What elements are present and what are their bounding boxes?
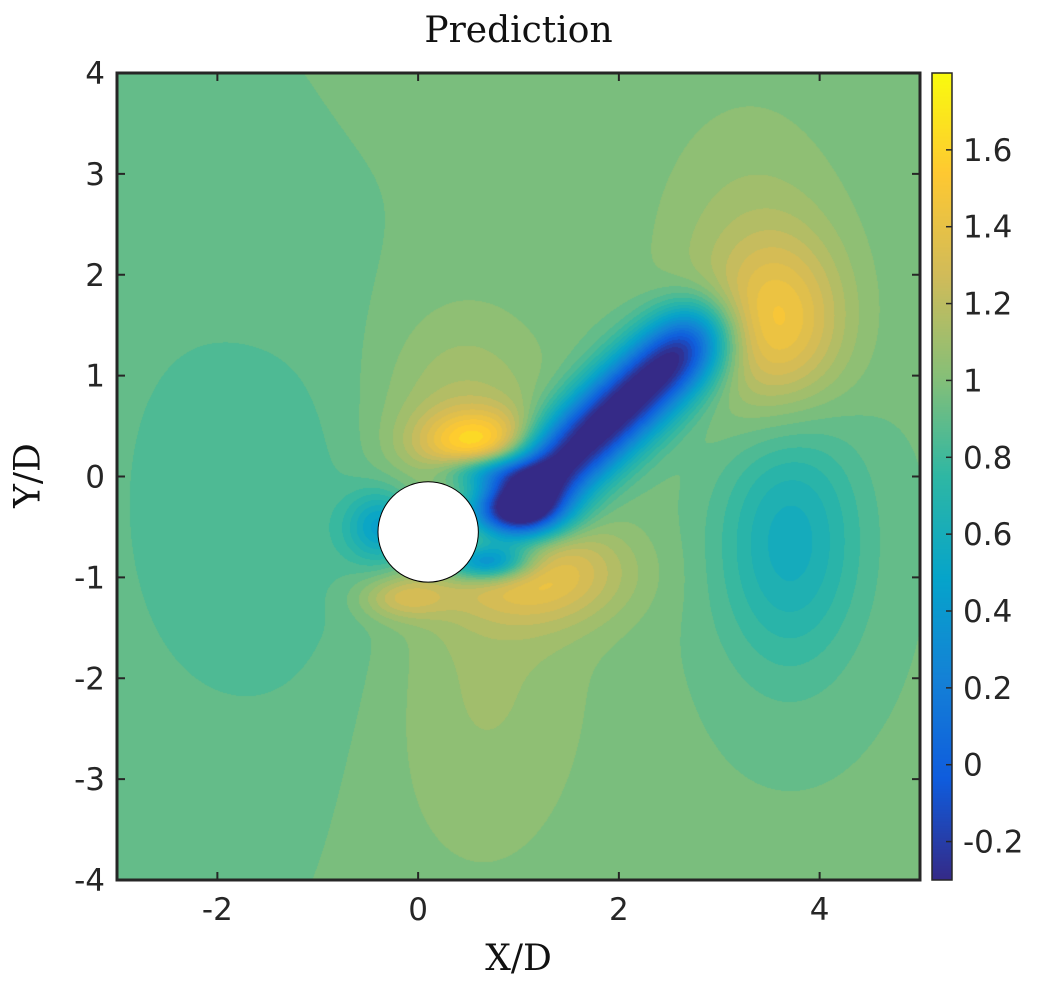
colorbar-tick-label: 0.8 xyxy=(963,440,1012,476)
colorbar xyxy=(932,73,952,880)
cylinder-obstacle xyxy=(377,481,479,583)
y-tick-label: 3 xyxy=(85,157,105,193)
colorbar-tick-label: 0 xyxy=(963,748,983,784)
y-tick-label: 4 xyxy=(85,56,105,92)
colorbar-tick-label: 1.2 xyxy=(963,287,1012,323)
colorbar-frame xyxy=(931,72,953,881)
x-tick-label: 2 xyxy=(609,892,629,928)
colorbar-tick-label: 1.4 xyxy=(963,210,1012,246)
y-tick-label: -3 xyxy=(74,762,105,798)
x-tick-label: 4 xyxy=(810,892,830,928)
y-tick-label: 1 xyxy=(85,359,105,395)
y-tick-label: 2 xyxy=(85,258,105,294)
colorbar-tick-label: 0.4 xyxy=(963,594,1012,630)
colorbar-tick-label: 0.2 xyxy=(963,671,1012,707)
colorbar-tick-label: 0.6 xyxy=(963,517,1012,553)
contour-field xyxy=(117,73,920,880)
y-tick-label: -4 xyxy=(74,863,105,899)
plot-frame xyxy=(115,71,922,882)
y-tick-label: 0 xyxy=(85,460,105,496)
chart-title: Prediction xyxy=(424,10,613,51)
x-tick-label: 0 xyxy=(408,892,428,928)
x-tick-label: -2 xyxy=(202,892,233,928)
y-tick-label: -1 xyxy=(74,560,105,596)
y-tick-label: -2 xyxy=(74,661,105,697)
colorbar-tick-label: 1 xyxy=(963,363,983,399)
colorbar-tick-label: -0.2 xyxy=(963,825,1024,861)
colorbar-tick-label: 1.6 xyxy=(963,133,1012,169)
x-axis-label: X/D xyxy=(485,938,552,979)
y-axis-label: Y/D xyxy=(7,443,49,508)
